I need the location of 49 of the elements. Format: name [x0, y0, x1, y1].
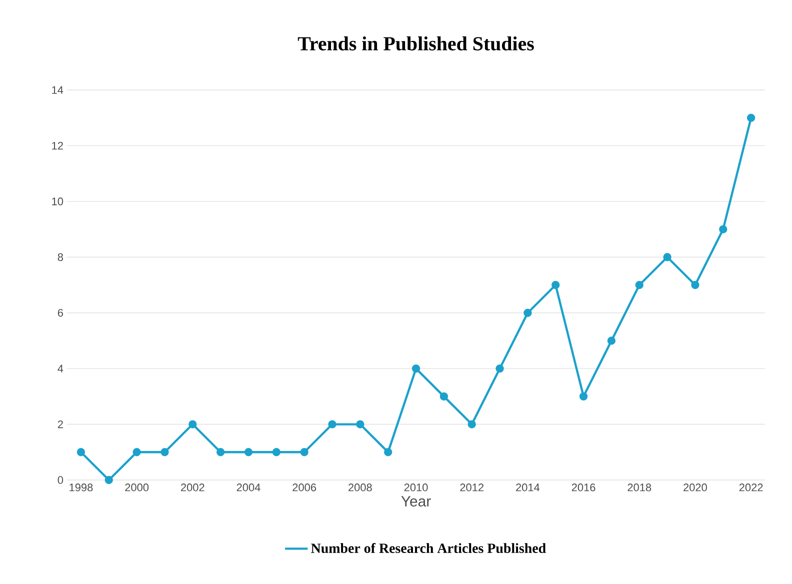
x-tick-label: 2006	[292, 484, 316, 492]
point	[412, 364, 420, 373]
x-tick-label: 2022	[739, 484, 763, 492]
point	[746, 114, 756, 122]
point	[524, 308, 532, 317]
y-tick-label: 6	[58, 308, 63, 317]
y-tick-label: 4	[58, 364, 64, 372]
point	[691, 280, 700, 290]
y-tick-label: 0	[58, 476, 64, 484]
x-tick-label: 2004	[236, 484, 260, 492]
y-tick-label: 14	[52, 86, 64, 94]
y-tick-label: 12	[52, 142, 63, 150]
point	[160, 448, 169, 456]
point	[579, 392, 588, 401]
x-axis-title: Year	[401, 496, 431, 507]
point	[104, 476, 113, 484]
point	[468, 420, 476, 428]
x-tick-label: 2020	[684, 484, 707, 492]
x-tick-label: 1998	[70, 484, 93, 492]
point	[328, 420, 336, 428]
x-tick-label: 2008	[348, 484, 372, 492]
x-tick-label: 2000	[125, 484, 149, 492]
x-tick-label: 2014	[516, 484, 540, 492]
point	[188, 420, 197, 428]
y-tick-label: 10	[52, 198, 64, 206]
point	[719, 225, 728, 234]
x-tick-label: 2016	[572, 484, 596, 492]
point	[635, 280, 644, 290]
x-tick-label: 2010	[404, 484, 428, 492]
x-tick-label: 2018	[628, 484, 652, 492]
point	[496, 364, 504, 373]
point	[384, 448, 392, 456]
point	[552, 280, 560, 290]
point	[440, 392, 448, 401]
point	[244, 448, 253, 456]
point	[76, 448, 86, 456]
point	[607, 336, 616, 345]
point	[663, 253, 672, 262]
y-tick-label: 8	[58, 253, 63, 262]
point	[272, 448, 280, 456]
x-tick-label: 2002	[181, 484, 204, 492]
legend-label: Number of Research Articles Published	[311, 543, 546, 554]
x-tick-label: 2012	[460, 484, 484, 492]
point	[216, 448, 225, 456]
chart-title: Trends in Published Studies	[298, 36, 534, 51]
point	[132, 448, 141, 456]
y-tick-label: 2	[58, 420, 63, 428]
point	[356, 420, 364, 428]
point	[300, 448, 308, 456]
